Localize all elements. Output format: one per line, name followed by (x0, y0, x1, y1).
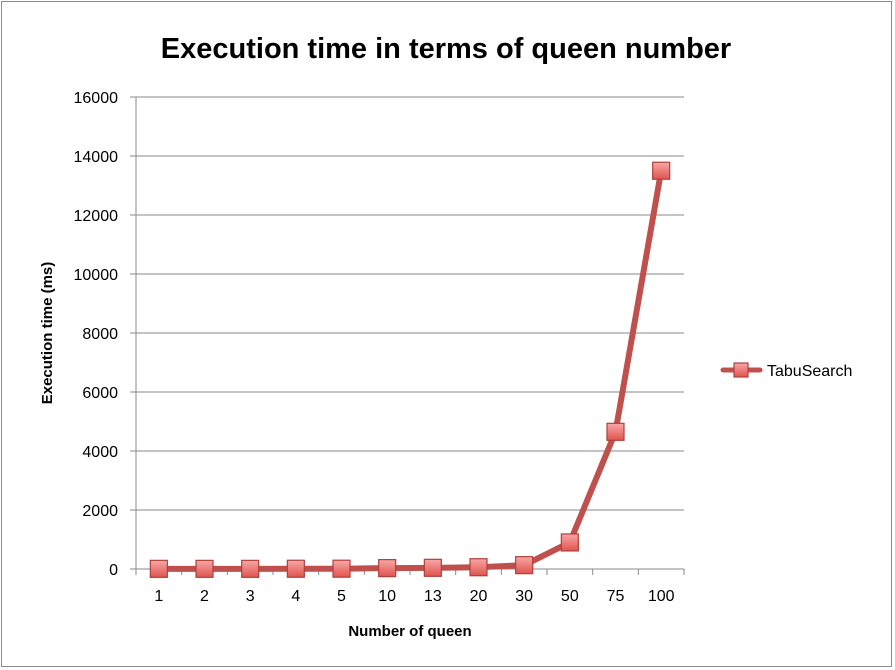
data-point-marker (515, 556, 534, 575)
y-tick-label: 10000 (74, 267, 119, 284)
gridlines (136, 96, 684, 511)
x-tick-labels: 1 2 3 4 5 10 13 20 30 50 75 100 (154, 588, 674, 605)
data-point-marker (606, 422, 625, 441)
x-tick-label: 100 (648, 588, 675, 605)
x-tick-label: 30 (515, 588, 533, 605)
x-tick-label: 5 (337, 588, 346, 605)
data-point-marker (195, 559, 214, 578)
y-tick-label: 4000 (82, 444, 118, 461)
data-point-marker (241, 559, 260, 578)
x-tick-label: 3 (246, 588, 255, 605)
x-tick-label: 20 (470, 588, 488, 605)
chart-title: Execution time in terms of queen number (161, 33, 731, 65)
x-axis-label: Number of queen (348, 623, 471, 640)
y-tick-labels: 0 2000 4000 6000 8000 10000 12000 14000 16000 (74, 90, 119, 579)
series-group (149, 161, 671, 578)
data-point-marker (332, 559, 351, 578)
y-axis-label: Execution time (ms) (39, 262, 56, 405)
x-tick-label: 4 (291, 588, 300, 605)
x-tick-label: 50 (561, 588, 579, 605)
data-point-marker (469, 558, 488, 577)
legend-marker (733, 362, 749, 378)
legend-label-tabusearch: TabuSearch (767, 363, 852, 380)
y-tick-label: 14000 (74, 149, 119, 166)
y-tick-label: 12000 (74, 208, 119, 225)
axes (130, 96, 685, 575)
data-point-marker (560, 533, 579, 552)
x-tick-label: 1 (154, 588, 163, 605)
data-point-marker (378, 559, 397, 578)
x-tick-label: 13 (424, 588, 442, 605)
y-tick-label: 2000 (82, 503, 118, 520)
data-point-marker (149, 559, 168, 578)
series-line-tabusearch (155, 167, 665, 572)
y-tick-label: 6000 (82, 385, 118, 402)
data-point-marker (286, 559, 305, 578)
data-point-marker (423, 558, 442, 577)
data-point-marker (652, 161, 671, 180)
x-tick-label: 2 (200, 588, 209, 605)
y-tick-label: 0 (109, 562, 118, 579)
legend: TabuSearch (720, 362, 852, 380)
x-tick-label: 75 (607, 588, 625, 605)
x-tick-label: 10 (378, 588, 396, 605)
y-tick-label: 16000 (74, 90, 119, 107)
y-tick-label: 8000 (82, 326, 118, 343)
